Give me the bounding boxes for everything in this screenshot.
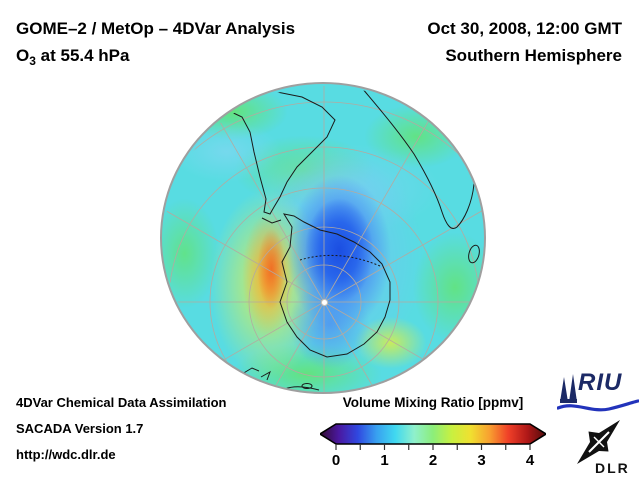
coastline-africa: [361, 87, 475, 229]
colorbar-ticks: [335, 444, 531, 450]
version-label: SACADA Version 1.7: [16, 421, 144, 436]
coastlines: [212, 87, 480, 391]
coastline-tierra-del-fuego: [261, 217, 282, 224]
datetime-label: Oct 30, 2008, 12:00 GMT: [427, 19, 622, 38]
riu-cathedral-icon: [560, 374, 577, 403]
dlr-logo-text: DLR: [595, 460, 630, 476]
coastline-antarctica: [279, 213, 391, 358]
coastline-madagascar: [468, 244, 480, 264]
tick-label-3: 3: [477, 452, 486, 469]
riu-logo: RIU: [557, 369, 639, 415]
formula-base: O: [16, 46, 30, 65]
riu-logo-text: RIU: [578, 369, 623, 396]
page-title: GOME–2 / MetOp – 4DVar Analysis: [16, 19, 296, 38]
tick-label-0: 0: [331, 452, 341, 469]
hemisphere-map: [160, 82, 486, 394]
assimilation-label: 4DVar Chemical Data Assimilation: [16, 395, 227, 410]
coastline-ice-shelf-edge: [299, 254, 381, 267]
datetime-block: Oct 30, 2008, 12:00 GMT Southern Hemisph…: [427, 15, 622, 69]
coastline-small-island: [301, 383, 313, 389]
grid-lines: [164, 86, 484, 392]
coastline-south-america: [212, 91, 336, 215]
tick-label-4: 4: [525, 452, 535, 469]
colorbar-gradient-bar: [320, 423, 546, 445]
website-url[interactable]: http://wdc.dlr.de: [16, 447, 116, 462]
colorbar: [320, 423, 546, 450]
coastline-new-guinea: [284, 386, 320, 391]
tick-label-2: 2: [428, 452, 438, 469]
colorbar-title: Volume Mixing Ratio [ppmv]: [342, 395, 524, 410]
colorbar-tick-labels: 0 1 2 3 4: [320, 452, 546, 470]
coastline-new-zealand: [241, 367, 271, 381]
formula-subscript: 3: [29, 54, 36, 68]
pressure-level: at 55.4 hPa: [35, 46, 130, 65]
riu-wave-icon: [557, 399, 639, 412]
south-pole-marker: [321, 299, 328, 306]
graticule: [164, 86, 484, 392]
title-block: GOME–2 / MetOp – 4DVar Analysis O3 at 55…: [16, 15, 295, 75]
attribution-block: 4DVar Chemical Data Assimilation SACADA …: [16, 396, 227, 474]
dlr-logo: DLR: [567, 418, 639, 478]
dlr-wing-icon: [577, 420, 620, 464]
page-subtitle: O3 at 55.4 hPa: [16, 42, 295, 75]
tick-label-1: 1: [380, 452, 389, 469]
hemisphere-label: Southern Hemisphere: [445, 46, 622, 65]
